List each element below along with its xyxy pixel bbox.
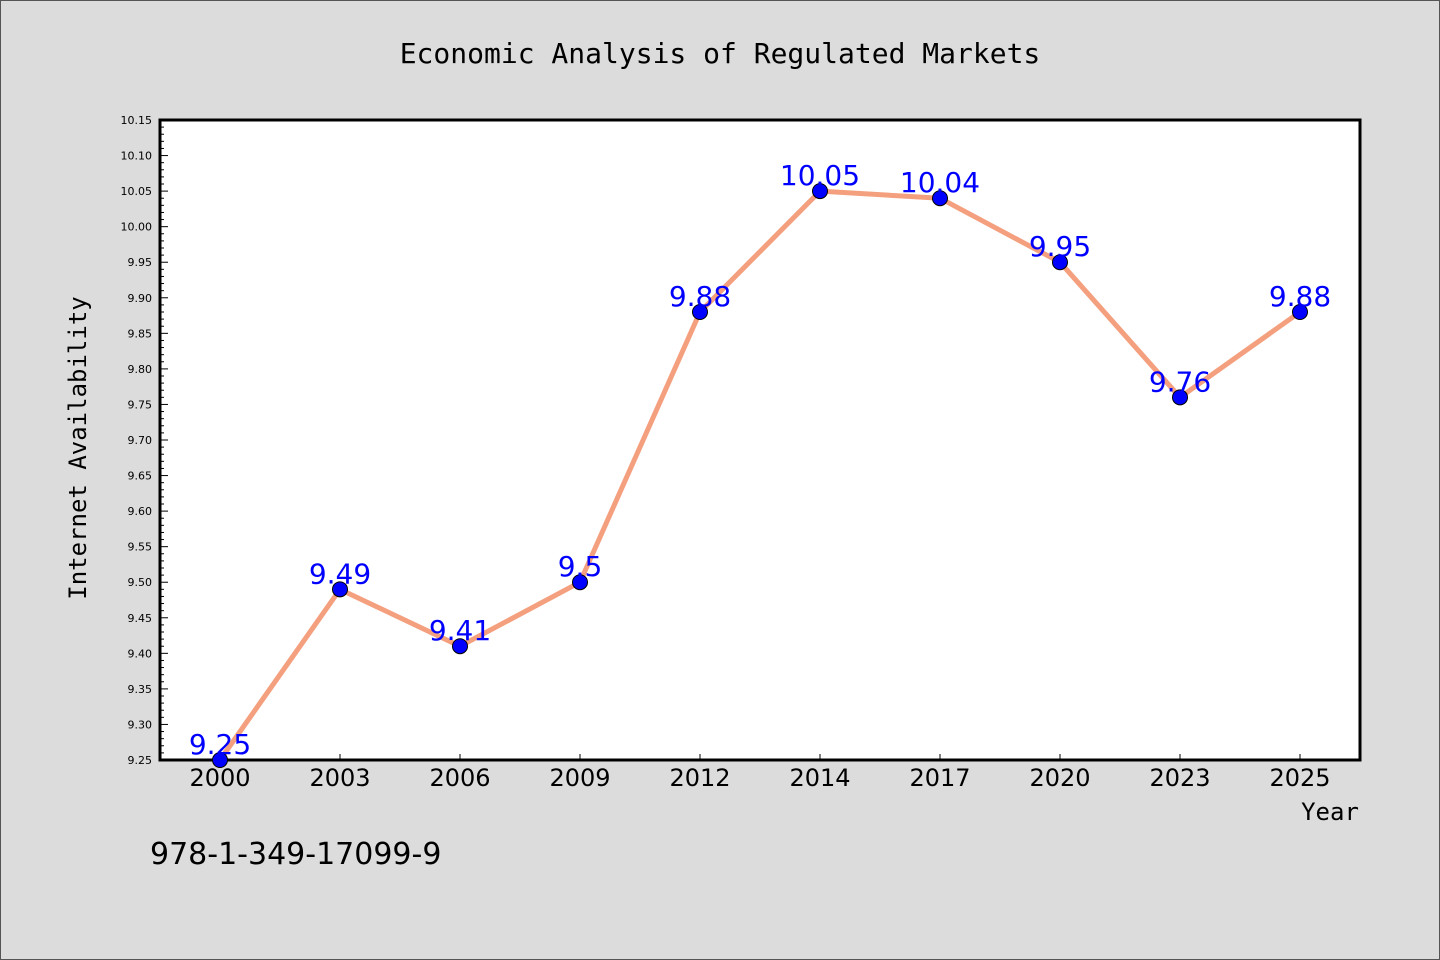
x-tick-label: 2020 [1029,764,1090,792]
plot-area [158,118,1362,762]
y-tick-label: 9.75 [128,398,153,411]
y-tick-label: 10.00 [121,221,153,234]
x-axis: 2000 2003 2006 2009 2012 2014 2017 2020 2023 2025 [189,754,1331,792]
x-tick-label: 2012 [669,764,730,792]
data-label: 9.76 [1149,365,1211,398]
data-point [332,581,348,598]
y-tick-label: 9.90 [128,292,153,305]
y-tick-label: 9.80 [128,363,153,376]
x-tick-label: 2014 [789,764,850,792]
data-label: 10.05 [780,159,860,192]
y-tick-label: 9.95 [128,256,153,269]
data-label: 10.04 [900,166,980,199]
data-label: 9.41 [429,614,491,647]
y-tick-label: 10.10 [121,150,153,163]
data-label: 9.88 [1269,280,1331,313]
data-label: 9.95 [1029,230,1091,263]
series-layer: 9.25 9.49 9.41 9.5 9.88 10.05 10.04 9.95 9.76 9.8… [189,159,1331,768]
x-tick-label: 2006 [429,764,490,792]
y-tick-label: 9.60 [128,505,153,518]
y-tick-label: 9.85 [128,327,153,340]
data-point [812,183,828,200]
y-tick-label: 9.55 [128,541,153,554]
data-point [452,638,468,655]
y-tick-label: 10.15 [121,114,153,127]
x-tick-label: 2000 [189,764,250,792]
y-tick-label: 9.30 [128,718,153,731]
y-tick-label: 10.05 [121,185,153,198]
y-tick-label: 9.70 [128,434,153,447]
x-axis-label: Year [1301,798,1359,826]
x-tick-label: 2017 [909,764,970,792]
series-line [217,188,1303,763]
data-point [572,574,588,591]
data-label: 9.49 [309,557,371,590]
y-tick-label: 9.35 [128,683,153,696]
y-axis: 9.25 9.30 9.35 9.40 9.45 9.50 9.55 9.60 9.65 9.70… [121,114,168,767]
isbn-annotation: 978-1-349-17099-9 [150,837,441,872]
data-point [1052,254,1068,271]
y-tick-label: 9.45 [128,612,153,625]
y-axis-label: Internet Availability [64,296,92,599]
chart-title: Economic Analysis of Regulated Markets [400,37,1041,70]
data-point [692,304,708,320]
data-label: 9.88 [669,280,731,313]
y-tick-label: 9.25 [128,754,153,767]
x-tick-label: 2025 [1269,764,1330,792]
y-tick-label: 9.50 [128,576,153,589]
data-label: 9.5 [558,550,603,583]
y-tick-label: 9.40 [128,647,153,660]
x-tick-label: 2023 [1149,764,1210,792]
x-tick-label: 2003 [309,764,370,792]
y-tick-label: 9.65 [128,470,153,483]
data-point [932,190,948,207]
data-label: 9.25 [189,728,251,761]
data-point [1292,304,1308,320]
x-tick-label: 2009 [549,764,610,792]
data-point [212,752,228,768]
data-point [1172,389,1188,406]
